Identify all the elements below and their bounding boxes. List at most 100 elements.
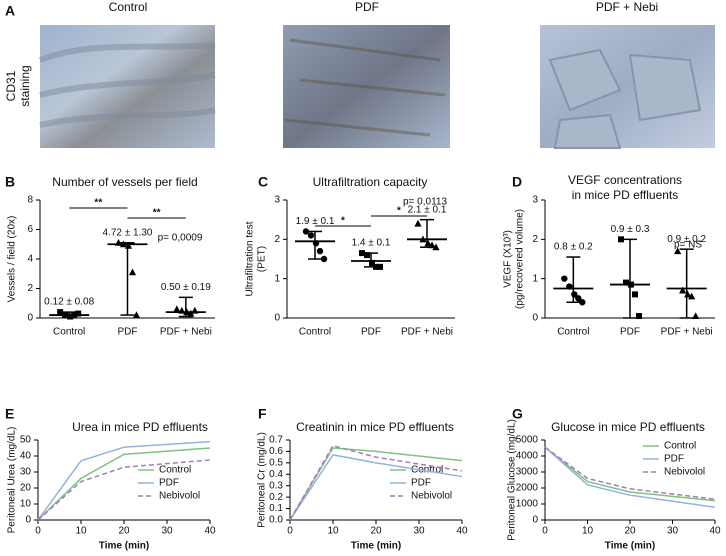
data-point [571, 291, 578, 298]
data-point [414, 219, 422, 227]
x-tick-label: PDF + Nebi [401, 327, 453, 338]
data-point [369, 259, 375, 266]
y-tick-label: 5000 [516, 435, 539, 446]
x-tick-label: PDF [118, 327, 138, 338]
x-tick-label: 10 [582, 526, 594, 537]
data-point [114, 238, 123, 246]
x-tick-label: 0 [35, 526, 41, 537]
legend-label: Nebivolol [411, 491, 452, 502]
data-point [57, 309, 64, 316]
x-tick-label: 20 [624, 526, 636, 537]
y-tick-label: 0.6 [269, 446, 283, 457]
data-point [320, 255, 328, 263]
x-tick-label: 30 [667, 526, 679, 537]
sig-label: ** [153, 208, 161, 219]
group-label: 4.72 ± 1.30 [103, 227, 153, 238]
y-tick-label: 0.5 [269, 457, 283, 468]
panel-letter: G [512, 406, 523, 422]
sig-label: ** [94, 198, 102, 209]
data-point [636, 313, 642, 320]
data-point [119, 240, 128, 248]
y-axis-label: Peritoneal Cr (mg/dL) [257, 432, 268, 528]
y-axis-label: Vessels / field (20x) [7, 216, 18, 303]
x-tick-label: 20 [118, 526, 130, 537]
y-tick-label: 0.1 [269, 503, 283, 514]
data-point [424, 239, 432, 247]
data-point [566, 283, 573, 290]
panel-letter: D [512, 174, 522, 190]
chart-title: in mice PD effluents [572, 188, 679, 202]
panel-letter: F [258, 406, 267, 422]
data-point [307, 232, 315, 239]
data-point [187, 309, 195, 317]
x-axis-label: Time (min) [99, 541, 149, 552]
legend-label: PDF [159, 478, 179, 489]
data-point [302, 228, 310, 235]
y-tick-label: 1000 [516, 499, 539, 510]
data-point [618, 236, 624, 243]
data-point [124, 241, 133, 249]
data-point [579, 299, 586, 306]
y-tick-label: 4000 [516, 451, 539, 462]
x-axis-label: Time (min) [605, 541, 655, 552]
legend-label: PDF [411, 478, 431, 489]
line-series [289, 454, 463, 521]
image-texture [38, 42, 216, 128]
y-tick-label: 3000 [516, 467, 539, 478]
image-title: PDF [355, 0, 379, 14]
y-tick-label: 0 [532, 515, 538, 526]
data-point [432, 243, 440, 251]
data-point [191, 306, 199, 314]
image-texture [284, 38, 446, 137]
y-tick-label: 0.2 [269, 492, 283, 503]
data-point [692, 312, 700, 320]
x-tick-label: 10 [75, 526, 87, 537]
stain-label: CD31 [4, 70, 18, 101]
chart-title: Number of vessels per field [52, 175, 197, 189]
x-tick-label: Control [557, 327, 589, 338]
x-tick-label: 10 [327, 526, 339, 537]
sig-label: * [341, 216, 345, 227]
y-axis-label: (pg/recovered volume) [515, 209, 526, 309]
group-label: 0.9 ± 0.2 [667, 234, 706, 245]
line-series [37, 459, 211, 521]
group-label: 1.9 ± 0.1 [296, 216, 335, 227]
data-point [377, 263, 383, 270]
line-series [289, 444, 463, 521]
legend-label: Control [664, 441, 696, 452]
data-point [561, 275, 568, 282]
legend-label: Control [411, 465, 443, 476]
line-series [544, 446, 716, 502]
chart-title: Glucose in mice PD effluents [551, 420, 705, 434]
line-series [37, 447, 211, 521]
data-point [359, 250, 365, 257]
legend-label: PDF [664, 454, 684, 465]
x-tick-label: PDF [620, 327, 640, 338]
data-point [623, 279, 629, 286]
group-label: 0.12 ± 0.08 [44, 297, 94, 308]
chart-title: Urea in mice PD effluents [72, 420, 208, 434]
y-tick-label: 0.0 [269, 515, 283, 526]
group-label: 0.9 ± 0.3 [611, 224, 650, 235]
data-point [75, 310, 82, 317]
x-tick-label: 0 [287, 526, 293, 537]
y-tick-label: 0.4 [269, 469, 283, 480]
stain-label: staining [18, 65, 32, 106]
y-tick-label: 4 [27, 254, 33, 265]
y-tick-label: 3 [274, 195, 280, 206]
y-axis-label: VEGF (X10³) [503, 230, 514, 288]
p-value: p= 0,0009 [158, 233, 203, 244]
panel-letter: A [5, 3, 15, 19]
x-axis-label: Time (min) [351, 541, 401, 552]
y-tick-label: 0 [532, 313, 538, 324]
x-tick-label: 30 [161, 526, 173, 537]
x-tick-label: PDF [361, 327, 381, 338]
p-value: p= 0,0113 [403, 197, 447, 208]
group-label: 1.4 ± 0.1 [352, 238, 391, 249]
sig-label: * [397, 206, 401, 217]
x-tick-label: 0 [542, 526, 548, 537]
line-series [544, 446, 716, 500]
y-tick-label: 1 [274, 273, 280, 284]
y-tick-label: 0.3 [269, 480, 283, 491]
